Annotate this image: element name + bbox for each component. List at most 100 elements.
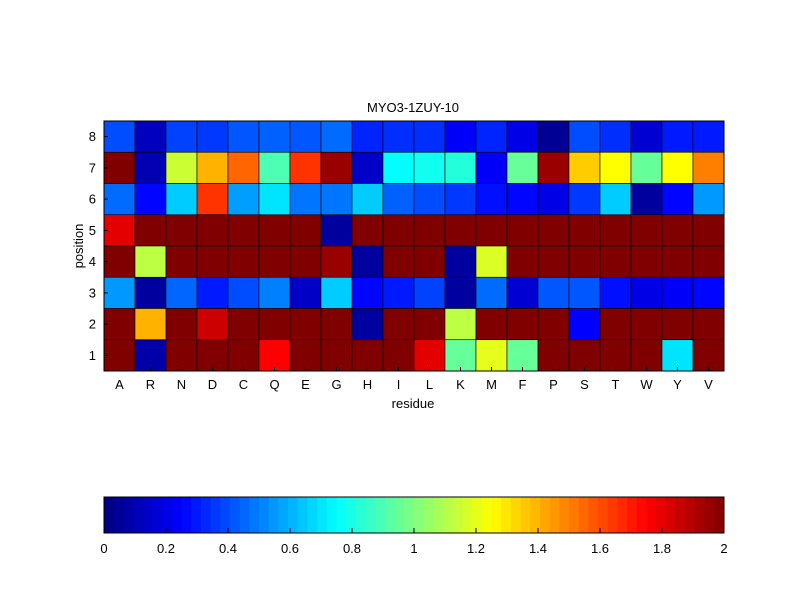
x-tick-label: T [612, 377, 620, 392]
heatmap-cell [103, 339, 136, 372]
heatmap-cell [475, 151, 508, 184]
colorbar-segment [588, 497, 599, 533]
colorbar-segment [152, 497, 163, 533]
colorbar-segment [307, 497, 318, 533]
heatmap-cell [630, 276, 663, 309]
x-tick-label: W [640, 377, 653, 392]
colorbar-segment [472, 497, 483, 533]
colorbar-segment [249, 497, 260, 533]
colorbar-segment [627, 497, 638, 533]
colorbar-segment [491, 497, 502, 533]
colorbar-segment [433, 497, 444, 533]
colorbar-segment [220, 497, 231, 533]
colorbar-segment [520, 497, 531, 533]
heatmap-cell [537, 339, 570, 372]
y-axis-label: position [71, 224, 86, 269]
heatmap-cell [196, 214, 229, 247]
colorbar-segment [336, 497, 347, 533]
heatmap-cell [196, 339, 229, 372]
heatmap-cell [289, 339, 322, 372]
heatmap-cell [165, 151, 198, 184]
colorbar-segment [656, 497, 667, 533]
colorbar-tick-label: 1.4 [529, 541, 547, 556]
heatmap-cell [599, 339, 632, 372]
heatmap-cell [537, 120, 570, 153]
heatmap-cell [227, 308, 260, 341]
x-tick-label: F [519, 377, 527, 392]
heatmap-cell [599, 183, 632, 216]
heatmap-cell [444, 245, 477, 278]
heatmap-cell [413, 276, 446, 309]
heatmap-cell [351, 276, 384, 309]
heatmap-cell [227, 339, 260, 372]
heatmap-cell [475, 214, 508, 247]
heatmap-cell [506, 245, 539, 278]
heatmap-cell [568, 339, 601, 372]
heatmap-cell [227, 214, 260, 247]
heatmap-cell [196, 120, 229, 153]
colorbar-segment [462, 497, 473, 533]
y-tick-labels: 8 7 6 5 4 3 2 1 [89, 129, 108, 363]
colorbar-tick-label: 1.6 [591, 541, 609, 556]
heatmap-cell [444, 214, 477, 247]
colorbar-segment [549, 497, 560, 533]
heatmap-cell [661, 245, 694, 278]
colorbar-segment [665, 497, 677, 533]
colorbar-segment [200, 497, 212, 533]
heatmap-cell [258, 151, 291, 184]
y-tick-label: 5 [89, 223, 96, 238]
heatmap-cell [475, 308, 508, 341]
colorbar-segment [636, 497, 647, 533]
heatmap-cell [630, 214, 663, 247]
heatmap-cell [351, 308, 384, 341]
colorbar-segment [646, 497, 657, 533]
heatmap-cell [692, 245, 725, 278]
colorbar-segment [481, 497, 492, 533]
y-tick-label: 8 [89, 129, 96, 144]
heatmap-cell [382, 214, 415, 247]
heatmap-cell [227, 245, 260, 278]
heatmap-cell [506, 339, 539, 372]
colorbar-segment [452, 497, 463, 533]
heatmap-cell [506, 183, 539, 216]
x-tick-label: V [704, 377, 713, 392]
heatmap-cell [320, 339, 353, 372]
heatmap-cell [568, 214, 601, 247]
heatmap-cell [320, 151, 353, 184]
colorbar-segment [559, 497, 570, 533]
heatmap-cell [692, 151, 725, 184]
heatmap-cell [506, 276, 539, 309]
x-tick-label: M [486, 377, 497, 392]
colorbar-segment [317, 497, 328, 533]
heatmap-cell [134, 214, 167, 247]
heatmap-cell [227, 276, 260, 309]
colorbar-segment [181, 497, 192, 533]
colorbar-segment [423, 497, 434, 533]
colorbar-segment [239, 497, 250, 533]
colorbar-segment [268, 497, 279, 533]
heatmap-cell [475, 276, 508, 309]
heatmap-cell [382, 120, 415, 153]
heatmap-cell [630, 339, 663, 372]
heatmap-cell [289, 276, 322, 309]
heatmap-cell [258, 183, 291, 216]
heatmap-cell [506, 120, 539, 153]
colorbar-segment [104, 497, 115, 533]
colorbar-segment [694, 497, 706, 533]
colorbar-tick-label: 0.2 [157, 541, 175, 556]
heatmap-cell [444, 276, 477, 309]
heatmap-cell [103, 245, 136, 278]
heatmap-cell [351, 245, 384, 278]
heatmap-cell [382, 245, 415, 278]
colorbar-segment [278, 497, 289, 533]
heatmap-cell [134, 276, 167, 309]
heatmap-cell [320, 308, 353, 341]
heatmap-cell [568, 276, 601, 309]
x-tick-label: C [239, 377, 248, 392]
heatmap-cell [692, 120, 725, 153]
heatmap-cell [568, 151, 601, 184]
colorbar-tick-label: 0.6 [281, 541, 299, 556]
colorbar-segment [569, 497, 580, 533]
heatmap-cell [196, 245, 229, 278]
